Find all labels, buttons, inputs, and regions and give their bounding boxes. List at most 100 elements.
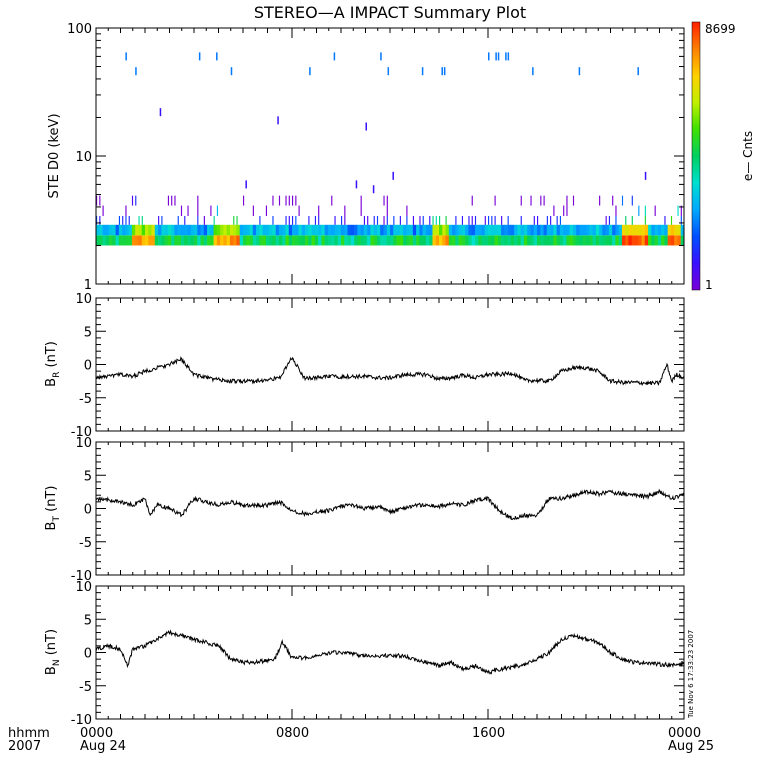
heatmap-cell <box>135 224 139 236</box>
heatmap-cell <box>648 235 652 246</box>
heatmap-cell <box>285 235 290 246</box>
heatmap-cell <box>474 224 479 236</box>
heatmap-cell <box>128 215 130 225</box>
heatmap-cell <box>125 224 129 236</box>
bt-axes: 10 5 0 -5 -10 <box>71 436 685 584</box>
heatmap-cell <box>135 195 137 206</box>
heatmap-cell <box>292 215 294 225</box>
heatmap-cell <box>128 224 133 236</box>
heatmap-cell <box>572 195 575 206</box>
y-tick-label: -10 <box>71 569 92 584</box>
heatmap-cell <box>484 224 489 236</box>
heatmap-cell <box>471 224 476 236</box>
heatmap-cell <box>154 235 159 246</box>
heatmap-point <box>644 171 647 180</box>
heatmap-cell <box>442 224 446 236</box>
heatmap-cell <box>680 215 682 225</box>
heatmap-cell <box>269 224 273 236</box>
heatmap-cell <box>141 235 146 246</box>
heatmap-point <box>488 52 490 61</box>
heatmap-cell <box>301 235 306 246</box>
heatmap-cell <box>246 224 250 236</box>
heatmap-cell <box>285 195 287 206</box>
heatmap-cell <box>595 224 600 236</box>
time-tick-label: 0800 <box>276 726 309 741</box>
heatmap-cell <box>618 235 623 246</box>
heatmap-cell <box>272 195 274 206</box>
heatmap-cell <box>612 224 616 236</box>
heatmap-cell <box>285 215 287 225</box>
colorbar-label: e— Cnts <box>741 131 755 181</box>
heatmap-cell <box>488 215 490 225</box>
heatmap-cell <box>543 224 548 236</box>
heatmap-cell <box>252 224 257 236</box>
y-tick-label: 0 <box>84 503 92 518</box>
br-frame <box>95 297 685 432</box>
heatmap-cell <box>239 235 244 246</box>
heatmap-cell <box>197 195 199 206</box>
heatmap-point <box>230 67 233 76</box>
heatmap-cell <box>259 215 261 225</box>
heatmap-cell <box>631 215 633 225</box>
heatmap-cell <box>435 224 440 236</box>
heatmap-cell <box>608 235 613 246</box>
heatmap-cell <box>592 235 597 246</box>
heatmap-cell <box>465 224 469 236</box>
heatmap-cell <box>138 215 140 225</box>
heatmap-cell <box>341 235 345 246</box>
heatmap-cell <box>344 224 348 236</box>
heatmap-point <box>421 67 424 76</box>
heatmap-cell <box>481 235 486 246</box>
heatmap-cell <box>474 215 477 225</box>
heatmap-cell <box>491 224 495 236</box>
heatmap-cell <box>537 235 541 246</box>
heatmap-cell <box>360 235 365 246</box>
heatmap-cell <box>517 235 521 246</box>
heatmap-cell <box>243 235 247 246</box>
heatmap-cell <box>236 215 238 225</box>
heatmap-cell <box>174 195 176 206</box>
heatmap-cell <box>354 224 358 236</box>
br-axes: 10 5 0 -5 -10 <box>71 292 685 440</box>
heatmap-cell <box>406 215 408 225</box>
heatmap-cell <box>631 224 636 236</box>
bn-ylabel: BN (nT) <box>44 629 62 675</box>
heatmap-cell <box>635 224 639 236</box>
heatmap-cell <box>403 224 407 236</box>
heatmap-cell <box>331 195 333 206</box>
heatmap-cell <box>468 215 470 225</box>
heatmap-cell <box>677 224 682 236</box>
heatmap-cell <box>661 224 665 236</box>
heatmap-cell <box>612 195 614 206</box>
heatmap-cell <box>674 224 678 236</box>
heatmap-cell <box>439 235 443 246</box>
heatmap-point <box>578 67 581 76</box>
heatmap-cell <box>599 235 603 246</box>
heatmap-cell <box>566 205 568 216</box>
heatmap-cell <box>494 224 499 236</box>
heatmap-cell <box>582 224 587 236</box>
date-tick-label: Aug 24 <box>80 739 126 754</box>
heatmap-cell <box>252 235 257 246</box>
heatmap-cell <box>265 205 268 216</box>
heatmap-cell <box>118 215 121 225</box>
heatmap-cell <box>670 235 675 246</box>
heatmap-cell <box>256 224 260 236</box>
heatmap-cell <box>461 215 464 225</box>
heatmap-cell <box>141 224 146 236</box>
y-tick-label: 5 <box>84 613 92 628</box>
heatmap-cell <box>220 224 224 236</box>
heatmap-cell <box>138 235 143 246</box>
heatmap-cell <box>334 215 336 225</box>
spectrogram-ylabel: STE D0 (keV) <box>47 113 62 198</box>
heatmap-cell <box>161 215 163 225</box>
heatmap-cell <box>553 235 557 246</box>
heatmap-point <box>372 185 375 194</box>
bt-ylabel: BT (nT) <box>44 486 62 531</box>
heatmap-cell <box>347 235 352 246</box>
heatmap-cell <box>210 205 212 216</box>
heatmap-cell <box>621 195 624 206</box>
heatmap-cell <box>615 224 619 236</box>
spectrogram-axes: 1 10 100 <box>67 22 685 293</box>
heatmap-cell <box>670 224 675 236</box>
